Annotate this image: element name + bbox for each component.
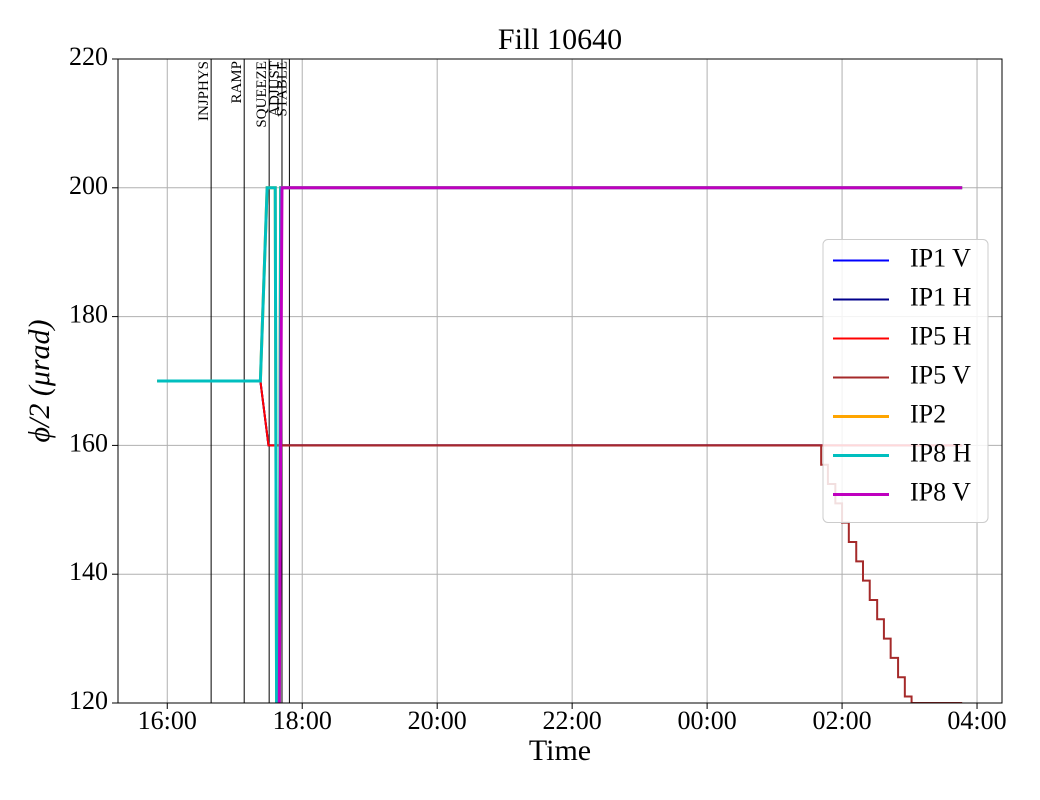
y-tick-label: 120 [69,686,108,715]
x-tick-label: 20:00 [408,706,467,735]
x-axis-label: Time [529,734,591,767]
y-tick-label: 200 [69,171,108,200]
phase-label: RAMP [229,61,245,104]
legend-label: IP5 V [910,360,971,389]
y-tick-label: 160 [69,428,108,457]
legend-label: IP8 V [910,477,971,506]
legend-label: IP8 H [910,438,972,467]
chart-title: Fill 10640 [498,23,622,56]
legend-label: IP2 [910,399,946,428]
phase-label: INJPHYS [196,61,212,121]
legend-label: IP5 H [910,321,972,350]
legend-label: IP1 V [910,243,971,272]
phase-label: STABLE [274,61,290,116]
phase-label: SQUEEZE [254,61,270,128]
x-tick-label: 04:00 [947,706,1006,735]
x-tick-label: 00:00 [677,706,736,735]
y-axis-label: ϕ/2 (μrad) [23,319,56,442]
x-tick-label: 16:00 [138,706,197,735]
plot-frame [117,58,1003,704]
y-tick-label: 220 [69,42,108,71]
legend-label: IP1 H [910,282,972,311]
phase-label: ADJUST [267,61,283,117]
x-tick-label: 02:00 [812,706,871,735]
legend-box [822,239,989,523]
x-tick-label: 22:00 [543,706,602,735]
y-tick-label: 140 [69,557,108,586]
series-line [277,186,963,703]
y-tick-label: 180 [69,300,108,329]
x-tick-label: 18:00 [273,706,332,735]
